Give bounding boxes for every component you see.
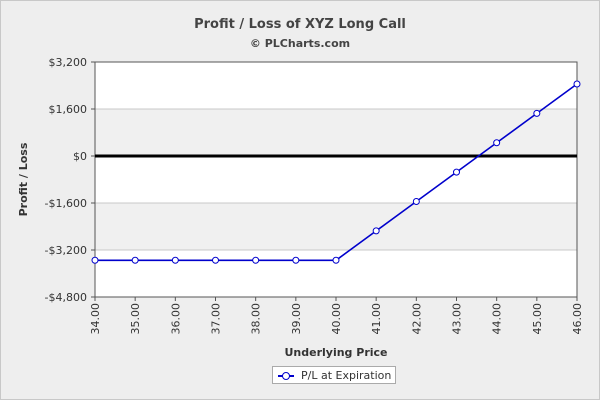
y-tick-label: $3,200 — [49, 56, 88, 69]
x-tick-label: 38.00 — [250, 303, 263, 335]
legend: P/L at Expiration — [272, 366, 396, 384]
x-tick-label: 35.00 — [129, 303, 142, 335]
x-tick-label: 42.00 — [410, 303, 423, 335]
plot-band — [95, 156, 577, 203]
x-tick-label: 45.00 — [531, 303, 544, 335]
x-tick-label: 39.00 — [290, 303, 303, 335]
y-tick-label: -$4,800 — [45, 291, 87, 304]
data-point — [372, 227, 380, 235]
data-point — [131, 256, 139, 264]
data-point — [252, 256, 260, 264]
legend-label: P/L at Expiration — [301, 369, 392, 382]
y-axis-label: Profit / Loss — [17, 142, 30, 216]
data-point — [171, 256, 179, 264]
data-point — [533, 109, 541, 117]
x-tick-label: 43.00 — [451, 303, 464, 335]
data-point — [292, 256, 300, 264]
plot-band — [95, 203, 577, 250]
data-point — [493, 139, 501, 147]
data-point — [573, 80, 581, 88]
data-point — [412, 198, 420, 206]
x-tick-label: 36.00 — [169, 303, 182, 335]
plot-band — [95, 109, 577, 156]
y-tick-label: $0 — [73, 150, 87, 163]
y-tick-label: -$3,200 — [45, 244, 87, 257]
x-tick-label: 34.00 — [89, 303, 102, 335]
data-point — [91, 256, 99, 264]
chart-title: Profit / Loss of XYZ Long Call — [194, 17, 406, 32]
data-point — [212, 256, 219, 264]
chart-subtitle: © PLCharts.com — [249, 37, 351, 50]
y-tick-label: $1,600 — [49, 103, 88, 116]
y-tick-label: -$1,600 — [45, 197, 87, 210]
x-tick-label: 37.00 — [210, 303, 223, 335]
plot-band — [95, 62, 577, 109]
data-point — [453, 168, 460, 176]
x-tick-label: 46.00 — [571, 303, 584, 335]
x-axis-label: Underlying Price — [284, 346, 387, 359]
data-point — [332, 256, 340, 264]
legend-marker-icon — [282, 372, 290, 380]
x-tick-label: 44.00 — [491, 303, 504, 335]
x-tick-label: 40.00 — [330, 303, 343, 335]
x-tick-label: 41.00 — [370, 303, 383, 335]
